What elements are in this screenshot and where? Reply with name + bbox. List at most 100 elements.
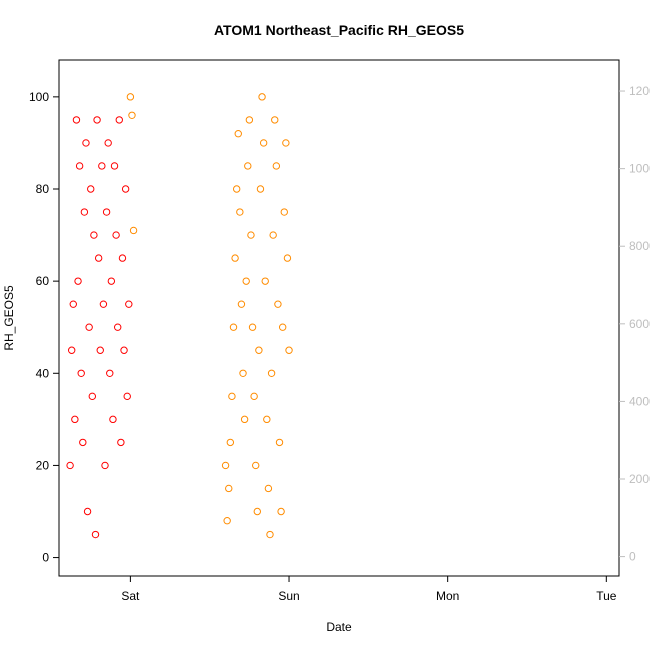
data-point [75,162,84,170]
data-point [258,93,266,101]
data-point [126,93,135,101]
data-point [107,277,116,285]
x-tick-label: Tue [596,589,617,603]
data-point [259,139,268,147]
y-axis-label: RH_GEOS5 [2,285,16,351]
data-point [223,517,231,525]
x-tick-label: Sat [121,589,140,603]
data-point [266,530,274,539]
data-point [104,139,112,147]
data-point [87,185,95,193]
data-point [242,277,250,285]
data-point [247,231,255,239]
data-point [69,300,77,308]
data-point [94,254,103,262]
data-point [267,369,276,377]
data-point [117,438,125,447]
data-point [232,185,241,193]
data-point [101,461,109,470]
data-point [112,231,120,239]
y-tick-label: 100 [29,90,49,104]
data-point [256,185,265,193]
data-point [128,111,136,119]
data-point [228,392,236,401]
data-point [248,323,257,331]
x-tick-label: Sun [278,589,299,603]
data-point [234,130,242,138]
data-point [231,254,239,262]
y2-tick-label: 10000 [629,162,650,176]
y2-tick-label: 4000 [629,394,650,408]
data-point [96,346,104,354]
data-point [88,392,97,401]
data-point [226,438,235,447]
y-tick-label: 20 [36,458,50,472]
data-point [67,346,76,354]
data-point [278,323,287,331]
data-point [83,507,92,516]
data-point [253,507,261,516]
data-point [225,484,233,493]
data-point [272,162,281,170]
y2-tick-label: 0 [629,550,636,564]
data-point [255,346,263,354]
data-point [244,162,252,170]
data-point [237,300,246,308]
plot-frame [58,59,620,577]
data-point [283,254,292,262]
data-point [271,116,279,124]
data-point [282,139,290,147]
chart-title: ATOM1 Northeast_Pacific RH_GEOS5 [214,22,464,38]
data-point [264,484,273,493]
data-point [72,116,81,124]
y-axis: 0 20 40 60 80 100 [29,90,59,565]
data-point [102,208,111,216]
data-point [129,226,138,235]
data-point [252,461,260,470]
data-point [274,300,282,308]
data-point [269,231,277,239]
data-point [121,185,130,193]
data-point [80,208,89,216]
y2-tick-label: 6000 [629,317,650,331]
data-point [93,116,101,124]
y-tick-label: 40 [36,366,50,380]
data-point [245,116,254,124]
data-point [98,162,106,170]
y2-tick-label: 2000 [629,472,650,486]
data-point [221,461,230,470]
data-point [240,415,249,424]
data-point [66,461,74,470]
data-point [114,323,122,331]
data-point [239,369,247,377]
data-point [125,300,133,308]
y2-tick-label: 12000 [629,84,650,98]
data-point [85,323,93,331]
data-point [118,254,127,262]
data-point [110,162,119,170]
data-point [263,415,271,424]
data-point [275,438,284,447]
x-tick-label: Mon [436,589,459,603]
data-point [109,415,117,424]
data-point [120,346,128,354]
data-point [250,392,258,401]
data-point [115,116,123,124]
data-point [261,277,269,285]
data-point [285,346,293,354]
data-point [123,392,131,401]
data-point [74,277,82,285]
y-tick-label: 0 [42,551,49,565]
data-point [99,300,108,308]
data-point [106,369,114,377]
x-axis: Sat Sun Mon Tue [121,576,617,603]
data-point [91,530,100,539]
data-point [236,208,244,216]
data-point [280,208,288,216]
secondary-y-axis: 0 2000 4000 6000 8000 10000 12000 [619,84,650,564]
data-point [71,415,79,424]
data-point [77,369,85,377]
data-points [66,93,293,539]
data-point [229,323,238,331]
